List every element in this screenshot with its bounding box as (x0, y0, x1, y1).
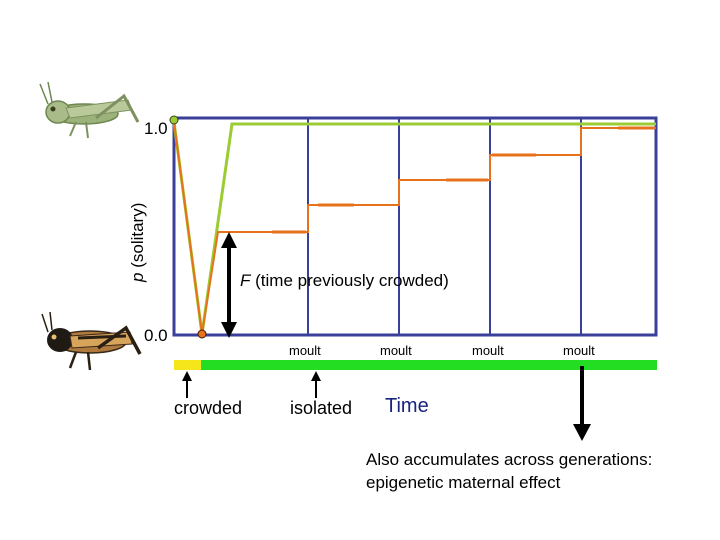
epigenetic-note: Also accumulates across generations: epi… (366, 448, 652, 494)
y-tick-top: 1.0 (144, 119, 168, 138)
min-marker (197, 329, 207, 339)
moult-label-4: moult (563, 343, 595, 358)
time-label: Time (385, 395, 429, 417)
f-annotation: F (time previously crowded) (240, 271, 449, 291)
crowded-bar (174, 360, 201, 370)
f-arrow-head-down (221, 322, 237, 338)
isolated-label: isolated (290, 398, 353, 418)
f-arrow-head-up (221, 232, 237, 248)
note-line-2: epigenetic maternal effect (366, 473, 561, 492)
solitary-locust-icon (39, 81, 140, 139)
isolated-arrow-head (311, 371, 321, 381)
note-line-1: Also accumulates across generations: (366, 450, 653, 469)
note-arrow-head (573, 424, 591, 441)
moult-label-2: moult (380, 343, 412, 358)
moult-label-3: moult (472, 343, 504, 358)
start-marker (169, 115, 179, 125)
crowded-label: crowded (174, 398, 243, 418)
green-trajectory (172, 121, 656, 335)
y-tick-bottom: 0.0 (144, 326, 168, 345)
gregarious-locust-icon (41, 311, 142, 371)
plot-frame (172, 116, 658, 337)
orange-trajectory (173, 121, 656, 335)
crowded-arrow-head (182, 371, 192, 381)
f-annotation-symbol: F (240, 271, 251, 290)
isolated-bar (201, 360, 657, 370)
f-annotation-text: (time previously crowded) (255, 271, 449, 290)
moult-label-1: moult (289, 343, 321, 358)
